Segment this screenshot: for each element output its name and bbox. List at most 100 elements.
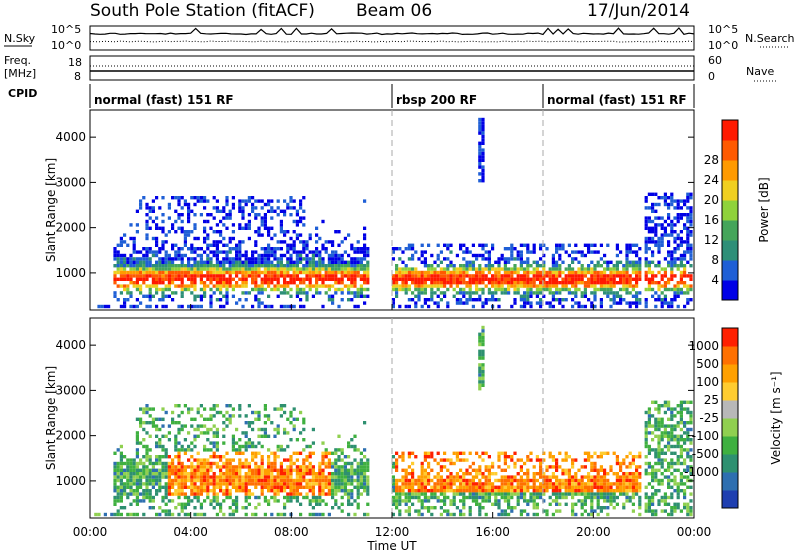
heatmap-cell [206, 253, 210, 258]
heatmap-cell [551, 274, 555, 278]
heatmap-cell [292, 230, 296, 234]
heatmap-cell [334, 478, 338, 483]
heatmap-cell [679, 417, 683, 421]
heatmap-cell [267, 257, 271, 261]
heatmap-cell [631, 294, 635, 298]
heatmap-cell [654, 448, 658, 452]
heatmap-cell [686, 216, 690, 220]
heatmap-cell [599, 274, 603, 278]
heatmap-cell [215, 448, 219, 452]
heatmap-cell [276, 206, 280, 210]
heatmap-cell [417, 485, 421, 489]
heatmap-cell [359, 274, 363, 278]
heatmap-cell [596, 495, 600, 500]
heatmap-cell [171, 492, 175, 496]
heatmap-cell [327, 274, 331, 278]
heatmap-cell [631, 509, 635, 513]
heatmap-cell [327, 492, 331, 496]
heatmap-cell [599, 301, 603, 305]
heatmap-cell [356, 461, 360, 466]
heatmap-cell [289, 206, 293, 210]
heatmap-cell [212, 441, 216, 445]
heatmap-cell [279, 226, 283, 230]
heatmap-cell [283, 264, 287, 268]
heatmap-cell [542, 492, 546, 496]
heatmap-cell [167, 485, 171, 489]
heatmap-cell [190, 274, 194, 278]
heatmap-cell [465, 468, 469, 472]
heatmap-cell [420, 465, 424, 469]
heatmap-cell [148, 482, 152, 486]
heatmap-cell [628, 482, 632, 486]
heatmap-cell [222, 270, 226, 275]
heatmap-cell [587, 277, 591, 281]
heatmap-cell [113, 250, 117, 254]
heatmap-cell [347, 472, 351, 476]
heatmap-cell [222, 475, 226, 479]
heatmap-cell [430, 451, 434, 455]
heatmap-cell [219, 482, 223, 486]
heatmap-cell [260, 291, 264, 295]
heatmap-cell [539, 489, 543, 493]
heatmap-cell [647, 226, 651, 230]
heatmap-cell [139, 284, 143, 288]
heatmap-cell [686, 451, 690, 455]
heatmap-cell [561, 492, 565, 496]
heatmap-cell [532, 502, 536, 506]
heatmap-cell [161, 264, 165, 268]
heatmap-cell [686, 475, 690, 479]
heatmap-cell [427, 304, 431, 309]
heatmap-cell [631, 482, 635, 486]
heatmap-cell [497, 451, 501, 455]
heatmap-cell [257, 274, 261, 278]
heatmap-cell [155, 512, 159, 517]
heatmap-cell [551, 281, 555, 285]
heatmap-cell [487, 264, 491, 268]
heatmap-cell [270, 206, 274, 210]
heatmap-cell [475, 281, 479, 285]
heatmap-cell [158, 260, 162, 264]
heatmap-cell [407, 492, 411, 496]
heatmap-cell [567, 291, 571, 295]
heatmap-cell [500, 478, 504, 483]
heatmap-cell [113, 478, 117, 483]
heatmap-cell [503, 512, 507, 517]
heatmap-cell [657, 417, 661, 421]
heatmap-cell [606, 281, 610, 285]
heatmap-cell [187, 260, 191, 264]
heatmap-cell [673, 250, 677, 254]
heatmap-cell [148, 270, 152, 275]
heatmap-cell [398, 267, 402, 271]
heatmap-cell [308, 444, 312, 449]
heatmap-cell [212, 431, 216, 435]
heatmap-cell [606, 506, 610, 510]
heatmap-cell [350, 281, 354, 285]
heatmap-cell [555, 250, 559, 254]
heatmap-cell [401, 482, 405, 486]
heatmap-cell [190, 492, 194, 496]
heatmap-cell [635, 291, 639, 295]
heatmap-cell [299, 298, 303, 302]
heatmap-cell [599, 475, 603, 479]
heatmap-cell [311, 274, 315, 278]
heatmap-cell [647, 499, 651, 503]
heatmap-cell [654, 291, 658, 295]
heatmap-cell [407, 304, 411, 309]
heatmap-cell [180, 281, 184, 285]
heatmap-cell [679, 475, 683, 479]
heatmap-cell [337, 489, 341, 493]
heatmap-cell [295, 274, 299, 278]
heatmap-cell [343, 461, 347, 466]
heatmap-cell [676, 219, 680, 224]
heatmap-cell [638, 277, 642, 281]
heatmap-cell [686, 431, 690, 435]
heatmap-cell [183, 438, 187, 442]
heatmap-cell [321, 247, 325, 251]
heatmap-cell [497, 465, 501, 469]
heatmap-cell [414, 495, 418, 500]
heatmap-cell [481, 475, 485, 479]
heatmap-cell [561, 298, 565, 302]
heatmap-cell [142, 267, 146, 271]
heatmap-cell [532, 489, 536, 493]
heatmap-cell [251, 209, 255, 213]
